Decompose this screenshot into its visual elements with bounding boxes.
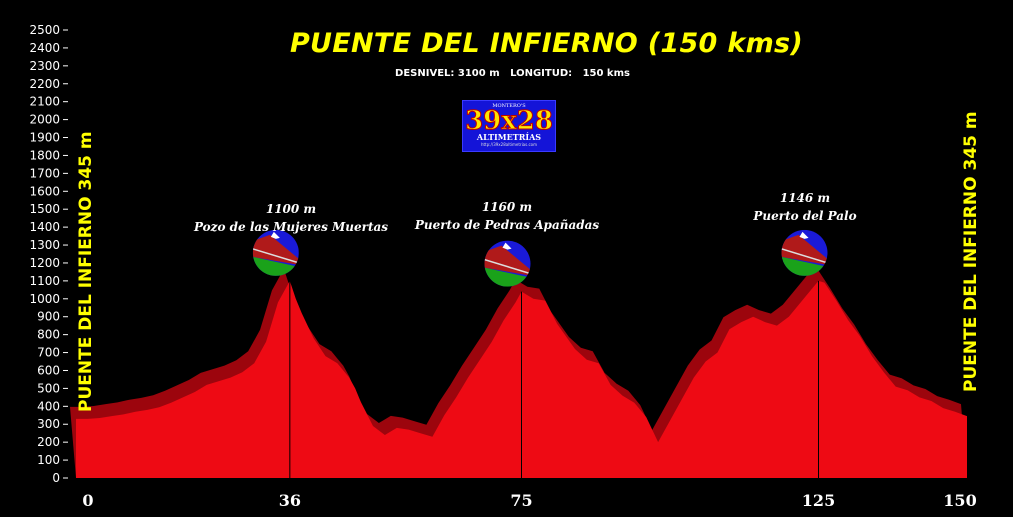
y-tick-label: 600	[37, 363, 60, 377]
peak-label-3: 1146 m Puerto del Palo	[753, 189, 856, 225]
logo-big-text: 39x28	[465, 106, 554, 136]
left-start-label: PUENTE DEL INFIERNO 345 m	[76, 131, 96, 412]
mountain-pass-icon	[781, 229, 828, 276]
altimetrias-logo: MONTERO'S 39x28 ALTIMETRÍAS http://39x28…	[462, 100, 556, 152]
peak-altitude: 1146 m	[779, 191, 831, 205]
logo-top-text: MONTERO'S	[492, 103, 526, 109]
y-tick-label: 2300	[29, 59, 60, 73]
y-tick-label: 1600	[29, 184, 60, 198]
chart-subtitle: DESNIVEL: 3100 m LONGITUD: 150 kms	[395, 68, 630, 79]
x-tick-label: 125	[802, 491, 835, 510]
logo-mid-text: ALTIMETRÍAS	[476, 132, 542, 142]
y-tick-label: 400	[37, 399, 60, 413]
y-tick-label: 200	[37, 435, 60, 449]
peak-label-2: 1160 m Puerto de Pedras Apañadas	[415, 198, 599, 234]
y-tick-label: 100	[37, 453, 60, 467]
peak-name: Puerto de Pedras Apañadas	[414, 218, 600, 232]
y-tick-label: 2400	[29, 41, 60, 55]
profile-area	[70, 268, 967, 478]
y-tick-label: 1300	[29, 238, 60, 252]
peak-markers	[252, 229, 828, 478]
x-axis: 0 36 75 125 150	[82, 491, 976, 510]
y-tick-label: 1900	[29, 131, 60, 145]
mountain-pass-icon	[252, 229, 299, 276]
mountain-pass-icon	[484, 240, 531, 287]
y-tick-label: 2000	[29, 113, 60, 127]
y-tick-label: 1200	[29, 256, 60, 270]
x-tick-label: 150	[943, 491, 976, 510]
y-tick-label: 900	[37, 310, 60, 324]
chart-title: PUENTE DEL INFIERNO (150 kms)	[289, 28, 804, 59]
y-tick-label: 1400	[29, 220, 60, 234]
y-tick-label: 1100	[29, 274, 60, 288]
y-tick-label: 1700	[29, 166, 60, 180]
y-tick-label: 1000	[29, 292, 60, 306]
right-finish-label: PUENTE DEL INFIERNO 345 m	[961, 111, 981, 392]
logo-url-text: http://39x28altimetrias.com	[480, 142, 538, 147]
y-tick-label: 2500	[29, 23, 60, 37]
y-tick-label: 2100	[29, 95, 60, 109]
y-tick-label: 300	[37, 417, 60, 431]
x-tick-label: 75	[510, 491, 532, 510]
y-tick-label: 2200	[29, 77, 60, 91]
y-tick-label: 1800	[29, 148, 60, 162]
peak-name: Pozo de las Mujeres Muertas	[193, 220, 389, 234]
peak-altitude: 1100 m	[265, 202, 317, 216]
y-tick-label: 1500	[29, 202, 60, 216]
peak-altitude: 1160 m	[481, 200, 533, 214]
peak-label-1: 1100 m Pozo de las Mujeres Muertas	[194, 200, 388, 236]
y-tick-label: 700	[37, 346, 60, 360]
y-tick-label: 0	[52, 471, 60, 485]
y-tick-label: 800	[37, 328, 60, 342]
x-tick-label: 0	[82, 491, 93, 510]
x-tick-label: 36	[279, 491, 301, 510]
y-axis: 0 100 200 300 400 500 600 700 800 900 1000 1100 1200…	[29, 23, 68, 485]
y-tick-label: 500	[37, 381, 60, 395]
peak-name: Puerto del Palo	[753, 209, 857, 223]
